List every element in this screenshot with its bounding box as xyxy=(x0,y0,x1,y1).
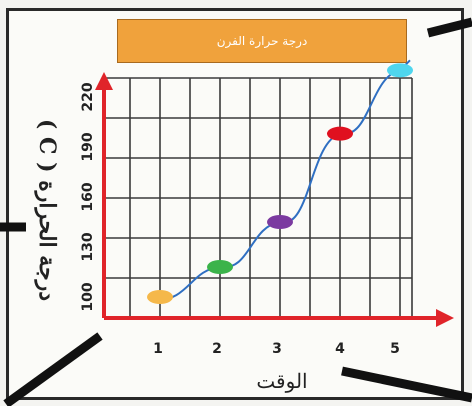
x-tick-label: 1 xyxy=(153,341,163,357)
annotation-stroke xyxy=(3,332,103,406)
data-point-marker xyxy=(387,63,413,78)
chart-title: درجة حرارة الفرن xyxy=(117,19,407,63)
y-tick-label: 100 xyxy=(80,282,96,311)
x-tick-label: 2 xyxy=(212,341,222,357)
annotation-stroke xyxy=(426,17,472,38)
annotation-stroke xyxy=(341,366,472,403)
y-tick-label: 190 xyxy=(80,132,96,161)
series-line xyxy=(153,59,411,302)
y-axis-arrowhead xyxy=(95,72,113,90)
x-axis-label: الوقت xyxy=(256,369,308,393)
x-tick-label: 3 xyxy=(272,341,282,357)
data-point-marker xyxy=(147,290,173,304)
data-point-marker xyxy=(267,215,293,229)
y-tick-label: 160 xyxy=(80,182,96,211)
y-axis-label: درجة الحرارة ( C ) xyxy=(34,118,60,302)
x-tick-label: 4 xyxy=(335,341,345,357)
x-axis-arrowhead xyxy=(436,309,454,327)
data-point-marker xyxy=(207,260,233,274)
y-tick-label: 130 xyxy=(80,232,96,261)
figure-frame xyxy=(6,8,464,400)
x-tick-label: 5 xyxy=(390,341,400,357)
y-tick-label: 220 xyxy=(80,82,96,111)
data-point-marker xyxy=(327,126,353,141)
